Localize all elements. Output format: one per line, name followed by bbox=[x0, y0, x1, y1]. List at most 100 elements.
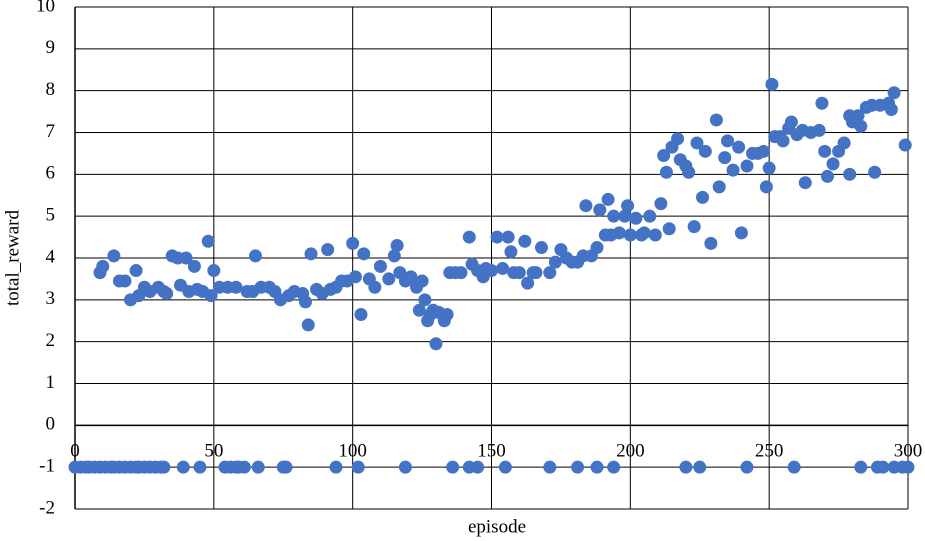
point bbox=[440, 307, 454, 321]
y-tick-label: 7 bbox=[46, 121, 56, 142]
point bbox=[623, 228, 637, 242]
point bbox=[129, 264, 143, 278]
point bbox=[462, 230, 476, 244]
point bbox=[762, 161, 776, 175]
point bbox=[329, 460, 343, 474]
point bbox=[662, 222, 676, 236]
point bbox=[659, 165, 673, 179]
point bbox=[251, 460, 265, 474]
point bbox=[490, 230, 504, 244]
point bbox=[815, 96, 829, 110]
point bbox=[193, 460, 207, 474]
point bbox=[854, 460, 868, 474]
point bbox=[382, 272, 396, 286]
point bbox=[718, 151, 732, 165]
point bbox=[621, 199, 635, 213]
point bbox=[454, 266, 468, 280]
point bbox=[712, 180, 726, 194]
point bbox=[657, 149, 671, 163]
point bbox=[901, 460, 915, 474]
point bbox=[690, 136, 704, 150]
point bbox=[404, 270, 418, 284]
point bbox=[704, 236, 718, 250]
point bbox=[618, 209, 632, 223]
point bbox=[398, 460, 412, 474]
point bbox=[301, 318, 315, 332]
point bbox=[732, 140, 746, 154]
point bbox=[898, 138, 912, 152]
y-tick-label: 4 bbox=[46, 246, 56, 267]
point bbox=[518, 234, 532, 248]
point bbox=[759, 180, 773, 194]
point bbox=[607, 460, 621, 474]
point bbox=[415, 274, 429, 288]
point bbox=[826, 157, 840, 171]
y-tick-label: 2 bbox=[46, 330, 56, 351]
point bbox=[854, 119, 868, 133]
point bbox=[351, 460, 365, 474]
point bbox=[373, 259, 387, 273]
point bbox=[201, 234, 215, 248]
point bbox=[368, 280, 382, 294]
point bbox=[429, 337, 443, 351]
point bbox=[348, 270, 362, 284]
point bbox=[304, 247, 318, 261]
point bbox=[498, 460, 512, 474]
point bbox=[721, 134, 735, 148]
point bbox=[354, 307, 368, 321]
point bbox=[787, 460, 801, 474]
point bbox=[726, 163, 740, 177]
point bbox=[187, 259, 201, 273]
point bbox=[346, 236, 360, 250]
point bbox=[812, 123, 826, 137]
point bbox=[496, 261, 510, 275]
y-tick-label: 0 bbox=[46, 414, 56, 435]
point bbox=[601, 192, 615, 206]
point bbox=[534, 241, 548, 255]
point bbox=[412, 303, 426, 317]
point bbox=[734, 226, 748, 240]
point bbox=[543, 460, 557, 474]
y-tick-label: 10 bbox=[36, 0, 55, 16]
point bbox=[776, 134, 790, 148]
x-axis-label: episode bbox=[468, 516, 526, 537]
point bbox=[387, 249, 401, 263]
point bbox=[418, 293, 432, 307]
point bbox=[179, 251, 193, 265]
point bbox=[709, 113, 723, 127]
point bbox=[118, 274, 132, 288]
y-tick-label: 5 bbox=[46, 205, 56, 226]
point bbox=[157, 460, 171, 474]
point bbox=[548, 255, 562, 269]
point bbox=[868, 165, 882, 179]
point bbox=[485, 264, 498, 278]
point bbox=[160, 287, 174, 301]
point bbox=[204, 289, 218, 303]
point bbox=[765, 77, 779, 91]
point bbox=[96, 259, 110, 273]
point bbox=[612, 226, 626, 240]
point bbox=[529, 266, 543, 280]
y-tick-label: -2 bbox=[39, 497, 55, 518]
point bbox=[629, 211, 643, 225]
point bbox=[798, 176, 812, 190]
point bbox=[784, 115, 798, 129]
point bbox=[229, 280, 243, 294]
point bbox=[321, 243, 335, 257]
point bbox=[648, 228, 662, 242]
y-axis-label: total_reward bbox=[2, 209, 23, 306]
point bbox=[682, 165, 696, 179]
point bbox=[643, 209, 657, 223]
point bbox=[687, 220, 701, 234]
point bbox=[579, 199, 593, 213]
point bbox=[887, 86, 901, 100]
point bbox=[757, 144, 771, 158]
point bbox=[390, 238, 404, 252]
point bbox=[512, 266, 526, 280]
point bbox=[248, 249, 262, 263]
point bbox=[207, 264, 221, 278]
point bbox=[693, 460, 707, 474]
point bbox=[818, 144, 832, 158]
point bbox=[471, 460, 485, 474]
